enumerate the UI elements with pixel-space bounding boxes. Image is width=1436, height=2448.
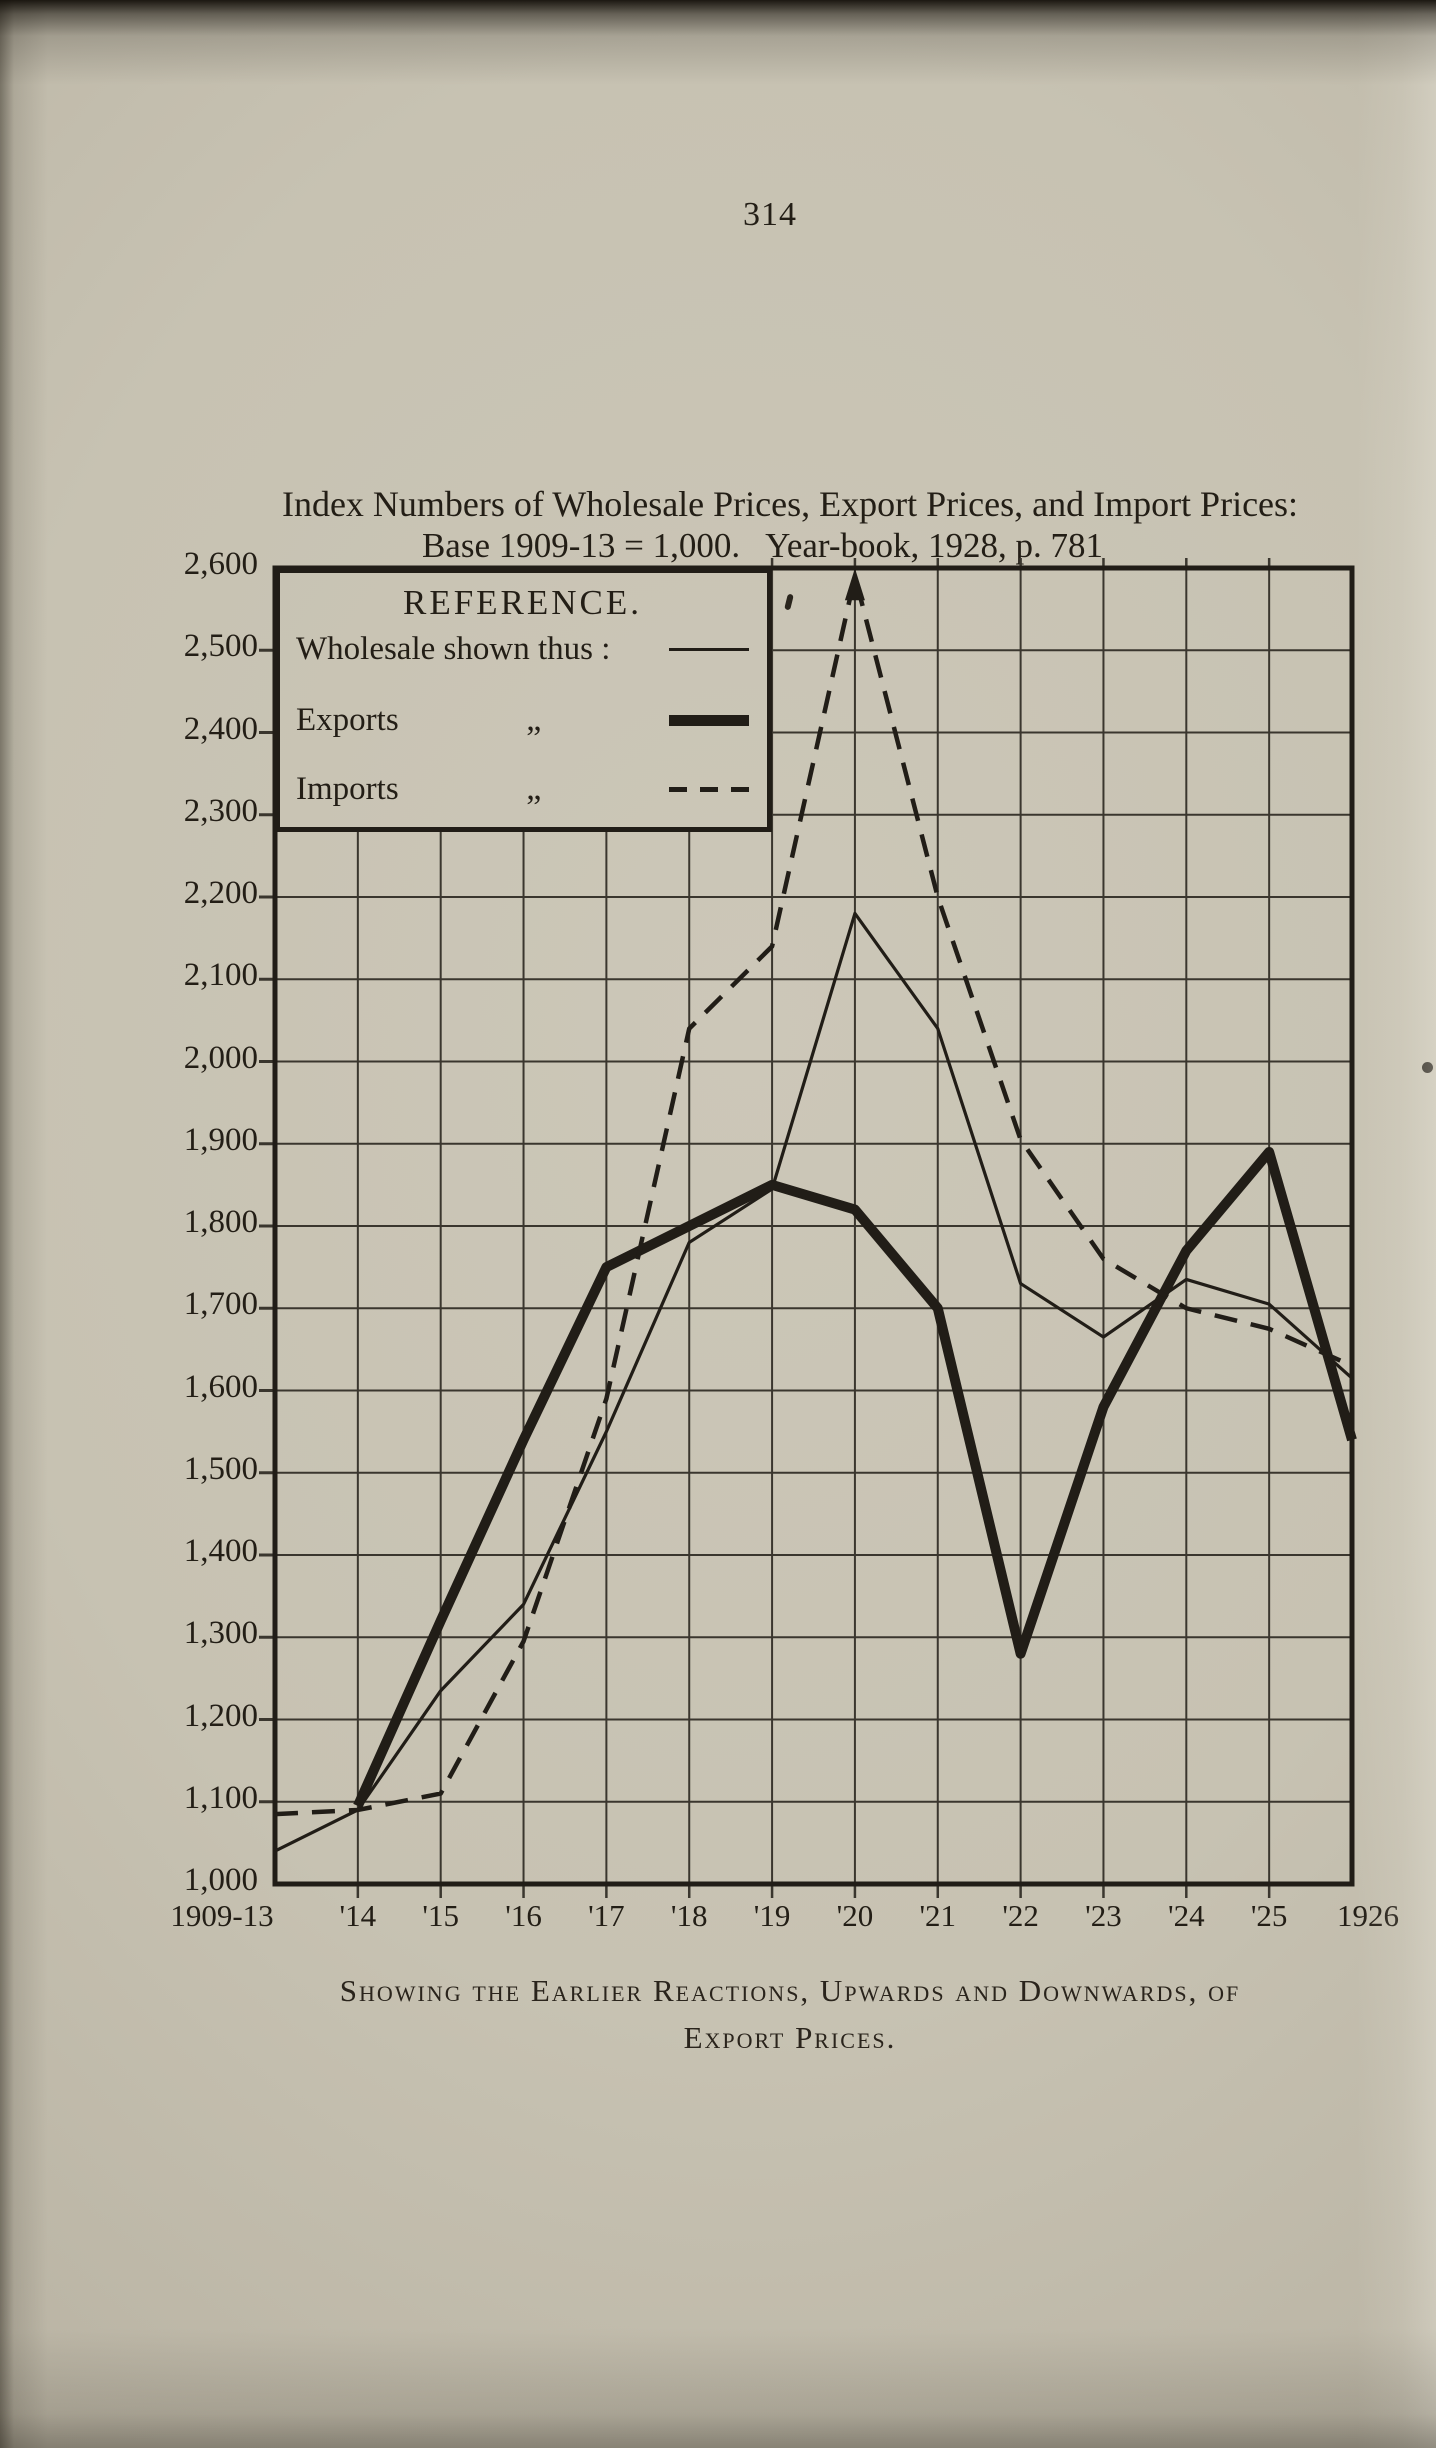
y-axis-label: 2,200 <box>183 875 258 911</box>
x-axis-label: '17 <box>588 1898 625 1933</box>
ditto-mark: „ <box>526 770 542 808</box>
legend-box: REFERENCE. Wholesale shown thus : Export… <box>275 568 772 832</box>
y-axis-label: 1,000 <box>183 1862 258 1898</box>
y-axis-label: 1,400 <box>183 1533 258 1569</box>
imports-peak-arrow-icon <box>844 568 865 601</box>
y-axis-label: 1,500 <box>183 1450 258 1487</box>
ink-speck <box>1422 1062 1433 1073</box>
series-line-wholesale <box>274 911 1354 1853</box>
x-axis-label: '23 <box>1085 1898 1122 1933</box>
x-axis-label: 1926 <box>1337 1898 1399 1933</box>
y-axis-label: 2,500 <box>183 628 258 665</box>
y-axis-label: 1,200 <box>183 1697 258 1734</box>
ditto-mark: „ <box>526 701 542 739</box>
y-axis-label: 1,700 <box>183 1286 258 1323</box>
y-axis-label: 1,800 <box>183 1204 258 1240</box>
x-axis-label: 1909-13 <box>170 1898 274 1933</box>
legend-item-wholesale: Wholesale shown thus : <box>296 631 749 668</box>
x-axis-label: '14 <box>339 1898 377 1933</box>
x-axis-label: '16 <box>505 1898 542 1933</box>
x-axis-label: '24 <box>1168 1898 1205 1933</box>
y-axis-label: 2,300 <box>183 792 258 829</box>
x-axis-label: '15 <box>422 1898 459 1933</box>
y-axis-label: 2,600 <box>183 546 258 582</box>
y-axis-label: 1,600 <box>183 1368 258 1405</box>
legend-label-imports: Imports <box>296 771 399 807</box>
y-axis-label: 2,100 <box>183 957 258 994</box>
dashed-line-sample-icon <box>669 783 749 796</box>
y-axis-label: 2,000 <box>183 1039 258 1076</box>
legend-item-exports: Exports „ <box>296 702 749 739</box>
x-axis-label: '25 <box>1250 1898 1288 1933</box>
thin-line-sample-icon <box>669 643 749 656</box>
y-axis-label: 2,400 <box>183 710 258 747</box>
legend-label-exports: Exports <box>296 702 399 738</box>
legend-label-wholesale: Wholesale shown thus : <box>296 631 611 667</box>
x-axis-label: '20 <box>836 1898 874 1933</box>
y-axis-label: 1,100 <box>183 1779 258 1816</box>
thick-line-sample-icon <box>669 714 749 727</box>
legend-heading: REFERENCE. <box>402 583 643 622</box>
x-axis-label: '22 <box>1002 1898 1039 1933</box>
x-axis-label: '19 <box>753 1898 791 1933</box>
y-axis-label: 1,900 <box>183 1121 258 1158</box>
x-axis-label: '21 <box>919 1898 957 1933</box>
legend-item-imports: Imports „ <box>296 771 749 808</box>
y-axis-label: 1,300 <box>183 1615 258 1652</box>
x-axis-label: '18 <box>670 1898 708 1933</box>
